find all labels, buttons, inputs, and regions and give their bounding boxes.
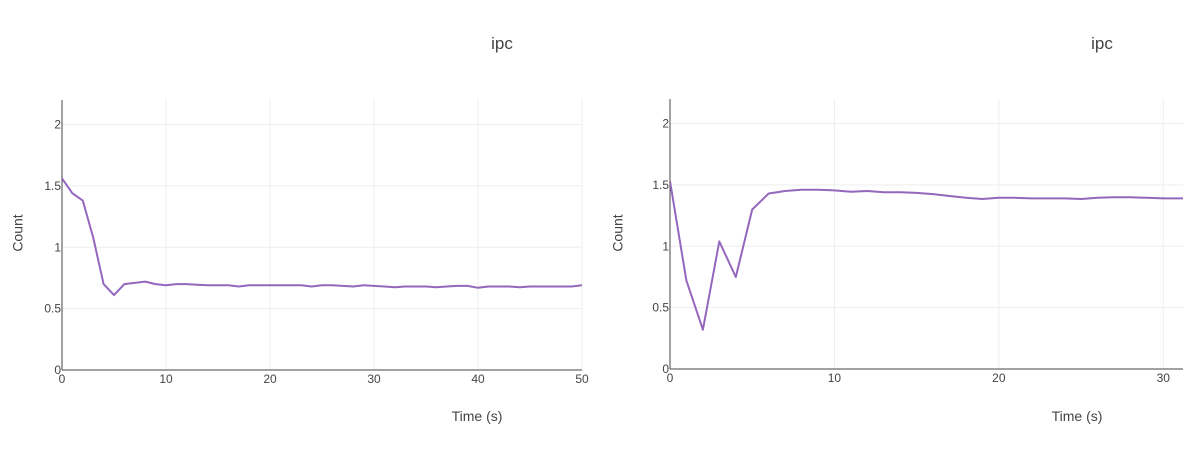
y-tick-label: 1 — [54, 240, 61, 254]
y-tick-label: 1.5 — [652, 178, 669, 192]
chart-title: ipc — [491, 34, 513, 53]
y-tick-label: 2 — [662, 117, 669, 131]
chart-title: ipc — [1091, 34, 1113, 53]
y-tick-label: 0.5 — [44, 302, 61, 316]
x-axis-label: Time (s) — [451, 408, 503, 424]
x-tick-label: 20 — [992, 371, 1006, 385]
y-tick-label: 0 — [662, 362, 669, 376]
x-tick-label: 40 — [471, 372, 485, 386]
y-tick-label: 2 — [54, 118, 61, 132]
y-tick-label: 1 — [662, 239, 669, 253]
x-tick-label: 20 — [263, 372, 277, 386]
y-axis-label: Count — [609, 214, 626, 252]
y-axis-label: Count — [9, 214, 26, 252]
x-tick-label: 0 — [59, 372, 66, 386]
x-axis-label: Time (s) — [1051, 408, 1103, 424]
y-tick-label: 1.5 — [44, 179, 61, 193]
chart-plot-left: 0 10 20 30 40 50 0 0.5 1 1.5 2 — [44, 100, 589, 386]
chart-panel-right: ipc 0 10 20 30 0 0.5 1 1.5 2 Time (s) Count — [600, 0, 1200, 450]
series-line — [62, 177, 582, 297]
x-tick-label: 50 — [575, 372, 589, 386]
chart-panel-left: ipc 0 10 20 30 40 50 0 0.5 1 1.5 2 Time (s) Count — [9, 34, 589, 424]
y-tick-label: 0.5 — [652, 301, 669, 315]
x-tick-label: 10 — [828, 371, 842, 385]
x-tick-label: 10 — [159, 372, 173, 386]
series-line — [670, 181, 1183, 331]
x-tick-label: 0 — [667, 371, 674, 385]
x-tick-label: 30 — [1157, 371, 1171, 385]
chart-plot-right: 0 10 20 30 0 0.5 1 1.5 2 — [652, 99, 1183, 385]
x-tick-label: 30 — [367, 372, 381, 386]
y-tick-label: 0 — [54, 363, 61, 377]
